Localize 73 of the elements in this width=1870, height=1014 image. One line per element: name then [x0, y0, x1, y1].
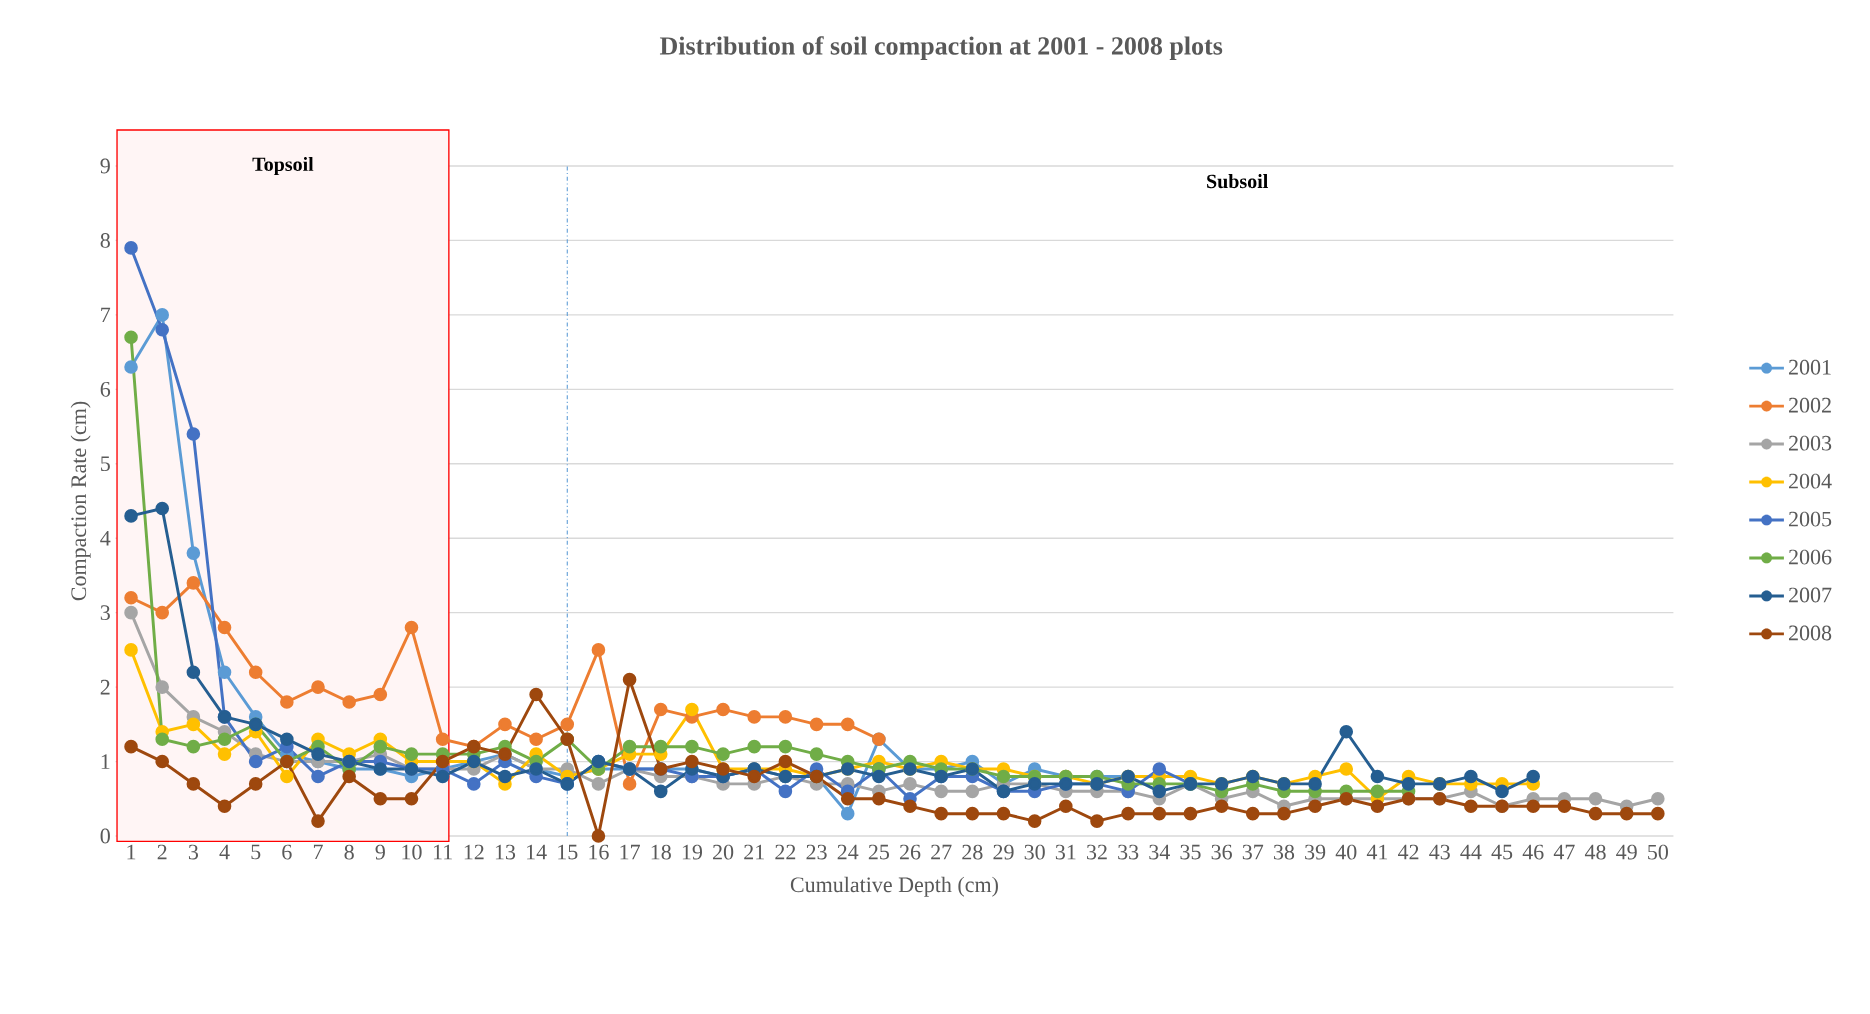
x-tick-label: 42: [1398, 844, 1419, 860]
legend-label: 2006: [1789, 549, 1832, 565]
x-tick-label: 24: [837, 844, 859, 860]
x-tick-label: 47: [1553, 844, 1575, 860]
y-tick-label: 3: [100, 605, 110, 621]
x-tick-label: 48: [1584, 844, 1606, 860]
x-tick-label: 36: [1211, 844, 1232, 860]
y-tick-label: 6: [100, 381, 111, 397]
x-tick-label: 13: [495, 844, 516, 860]
legend-label: 2008: [1789, 625, 1832, 641]
y-tick-label: 4: [100, 531, 111, 546]
x-tick-label: 7: [313, 844, 323, 860]
x-tick-label: 26: [899, 844, 921, 860]
x-tick-label: 30: [1024, 844, 1045, 860]
x-tick-label: 15: [558, 844, 578, 860]
x-tick-label: 32: [1087, 844, 1107, 860]
y-tick-label: 1: [101, 754, 110, 769]
x-tick-label: 2: [157, 844, 167, 860]
x-tick-label: 34: [1149, 844, 1170, 860]
x-tick-label: 49: [1616, 844, 1637, 860]
x-tick-label: 45: [1491, 844, 1513, 860]
x-tick-label: 40: [1335, 844, 1357, 860]
x-tick-label: 25: [868, 844, 889, 860]
x-tick-label: 16: [589, 844, 609, 860]
x-tick-label: 19: [682, 844, 703, 860]
y-tick-label: 8: [100, 233, 110, 248]
x-tick-label: 11: [433, 844, 452, 860]
x-tick-label: 41: [1366, 844, 1388, 860]
x-tick-label: 33: [1118, 844, 1139, 860]
x-tick-label: 10: [402, 844, 422, 860]
y-tick-label: 5: [101, 456, 110, 472]
x-tick-label: 17: [620, 844, 640, 860]
x-tick-label: 44: [1460, 844, 1482, 860]
x-tick-label: 27: [931, 844, 952, 860]
x-tick-label: 43: [1429, 844, 1450, 860]
y-tick-label: 9: [100, 158, 110, 174]
y-tick-label: 2: [100, 679, 110, 695]
legend-label: 2005: [1789, 511, 1832, 527]
legend-label: 2001: [1789, 359, 1831, 375]
x-tick-label: 31: [1055, 844, 1076, 860]
x-axis-title: Cumulative Depth (cm): [790, 876, 998, 897]
x-tick-label: 29: [993, 844, 1014, 860]
band-label: Topsoil: [252, 156, 314, 176]
x-tick-label: 50: [1648, 844, 1668, 860]
y-tick-label: 0: [100, 828, 110, 844]
legend-label: 2004: [1789, 473, 1832, 489]
x-tick-label: 14: [527, 844, 547, 860]
x-tick-label: 37: [1242, 844, 1264, 860]
x-tick-label: 12: [464, 844, 484, 860]
x-tick-label: 20: [713, 844, 734, 860]
x-tick-label: 22: [775, 844, 796, 860]
x-tick-label: 4: [219, 844, 230, 860]
y-axis-title: Compaction Rate (cm): [70, 401, 91, 601]
x-tick-label: 46: [1522, 844, 1544, 860]
legend-label: 2007: [1789, 587, 1832, 603]
x-tick-label: 6: [282, 844, 292, 860]
legend-label: 2002: [1789, 397, 1831, 413]
x-tick-label: 38: [1273, 844, 1295, 860]
x-tick-label: 21: [744, 844, 764, 860]
x-tick-label: 39: [1305, 844, 1326, 860]
chart-title: Distribution of soil compaction at 2001 - 2008 plots: [659, 36, 1223, 60]
x-tick-label: 35: [1180, 844, 1201, 860]
y-tick-label: 7: [101, 307, 111, 323]
x-tick-label: 18: [651, 844, 671, 860]
x-tick-label: 9: [375, 844, 385, 860]
x-tick-label: 23: [806, 844, 827, 860]
x-tick-label: 5: [251, 844, 261, 860]
x-tick-label: 8: [344, 844, 354, 860]
annotation: Subsoil: [1207, 174, 1268, 189]
x-tick-label: 1: [127, 844, 136, 860]
x-tick-label: 28: [962, 844, 983, 860]
legend-label: 2003: [1789, 435, 1832, 451]
x-tick-label: 3: [188, 844, 199, 860]
